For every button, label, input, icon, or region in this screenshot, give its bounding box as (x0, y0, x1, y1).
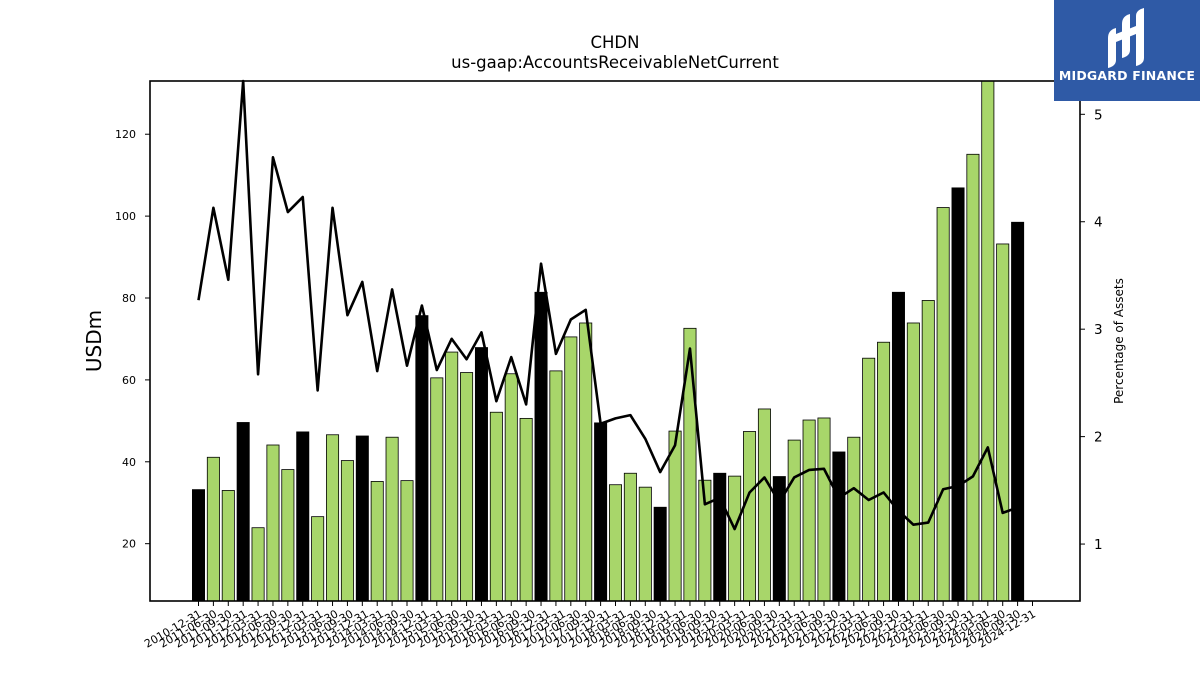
logo-mark-icon (1108, 8, 1144, 68)
bar-2022-06-30 (877, 341, 891, 602)
y-tick-label: 100 (115, 210, 136, 223)
x-axis-ticks: 2010-12-312011-06-302011-09-302011-12-31… (142, 601, 1038, 651)
y2-tick-label: 1 (1094, 537, 1103, 553)
bar-2016-06-30 (519, 417, 533, 602)
bar-2013-06-30 (340, 460, 354, 602)
bar-2014-09-30 (415, 315, 429, 602)
bar-2023-03-31 (921, 300, 935, 602)
y2-tick-label: 4 (1094, 215, 1103, 231)
y2-tick-label: 5 (1094, 107, 1103, 123)
bar-2011-03-31 (206, 456, 220, 602)
y2-tick-label: 2 (1094, 430, 1103, 446)
bar-2017-03-31 (564, 336, 578, 602)
bar-2024-06-30 (996, 243, 1010, 602)
bar-2016-03-31 (504, 373, 518, 602)
bar-2012-09-30 (296, 431, 310, 602)
bar-2017-09-30 (594, 422, 608, 602)
bar-2018-09-30 (653, 506, 667, 602)
bar-group (191, 80, 1025, 602)
bar-2023-06-30 (936, 207, 950, 602)
bar-2010-12-31 (191, 489, 205, 602)
bar-2019-09-30 (713, 472, 727, 602)
bar-2022-03-31 (862, 357, 876, 602)
logo-text: MIDGARD FINANCE (1058, 68, 1196, 83)
y-tick-label: 80 (122, 292, 136, 305)
bar-2012-12-31 (311, 516, 325, 602)
bar-2013-12-31 (370, 481, 384, 602)
bar-2011-06-30 (221, 490, 235, 602)
logo: MIDGARD FINANCE (1054, 0, 1200, 101)
bar-2015-06-30 (460, 372, 474, 602)
left-axis-ticks: 20 40 60 80 100 120 (115, 128, 150, 551)
y-tick-label: 120 (115, 128, 136, 141)
bar-2020-12-31 (787, 439, 801, 602)
bar-2015-09-30 (474, 347, 488, 602)
bar-2014-06-30 (400, 480, 414, 602)
bar-2023-09-30 (951, 187, 965, 602)
bar-2020-03-31 (743, 431, 757, 602)
bar-2017-06-30 (579, 322, 593, 602)
bar-2013-03-31 (326, 434, 340, 602)
chart-title: CHDN (591, 33, 640, 52)
bar-2018-03-31 (623, 472, 637, 602)
percentage-line (197, 79, 1019, 531)
bar-2018-06-30 (638, 486, 652, 602)
bar-2019-12-31 (728, 475, 742, 602)
bar-2012-06-30 (281, 469, 295, 602)
bar-2021-03-31 (802, 419, 816, 602)
bar-2022-09-30 (891, 291, 905, 602)
y2-axis-label: Percentage of Assets (1112, 278, 1126, 404)
bar-2016-12-31 (549, 370, 563, 602)
bar-2020-06-30 (757, 408, 771, 602)
bar-2015-12-31 (489, 411, 503, 602)
y-axis-label: USDm (82, 310, 106, 372)
bar-2014-12-31 (430, 377, 444, 602)
bar-2024-09-30 (1011, 221, 1025, 602)
y-tick-label: 20 (122, 538, 136, 551)
bar-2012-03-31 (266, 444, 280, 602)
bar-2024-03-31 (981, 80, 995, 602)
bar-2021-12-31 (847, 436, 861, 602)
bar-2023-12-31 (966, 153, 980, 602)
bar-2021-06-30 (817, 417, 831, 602)
bar-2018-12-31 (668, 430, 682, 602)
bar-2013-09-30 (355, 435, 369, 602)
bar-2017-12-31 (609, 484, 623, 602)
bar-2021-09-30 (832, 451, 846, 602)
bar-2011-12-31 (251, 527, 265, 602)
bar-2015-03-31 (445, 351, 459, 602)
y-tick-label: 40 (122, 456, 136, 469)
right-axis-ticks: 1 2 3 4 5 (1080, 107, 1103, 553)
line-group (197, 79, 1019, 531)
bar-2011-09-30 (236, 422, 250, 602)
y-tick-label: 60 (122, 374, 136, 387)
bar-2014-03-31 (385, 436, 399, 602)
y2-tick-label: 3 (1094, 322, 1103, 338)
bar-2016-09-30 (534, 291, 548, 602)
bar-2022-12-31 (906, 322, 920, 602)
chart-subtitle: us-gaap:AccountsReceivableNetCurrent (451, 53, 779, 72)
